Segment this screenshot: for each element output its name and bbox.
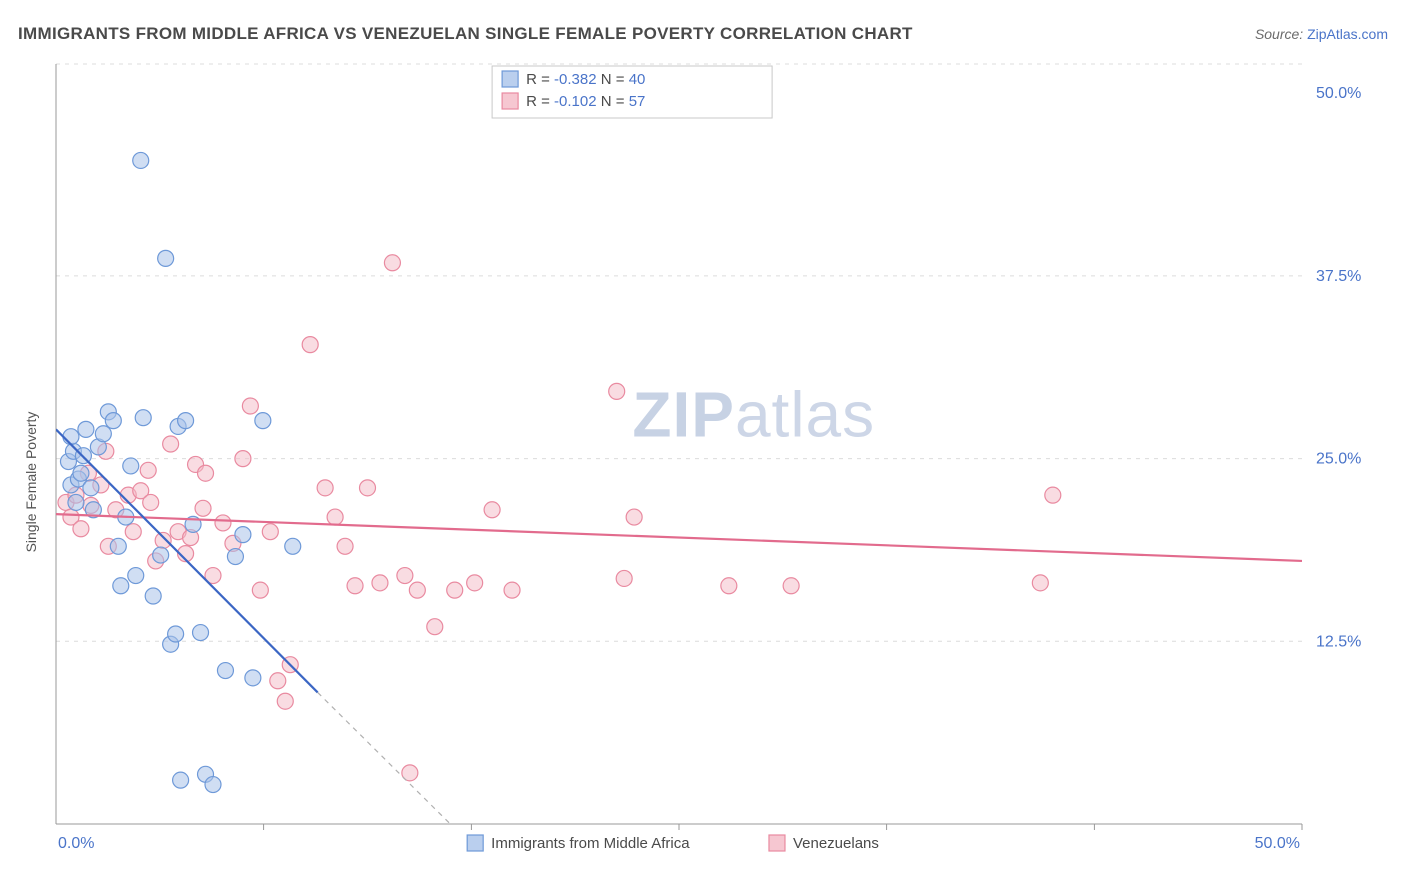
data-point bbox=[135, 410, 151, 426]
data-point bbox=[262, 524, 278, 540]
data-point bbox=[302, 337, 318, 353]
chart-container: 12.5% 25.0% 37.5% 50.0% 0.0% 50.0% Single Fema… bbox=[18, 58, 1388, 882]
data-point bbox=[168, 626, 184, 642]
source-label: Source: bbox=[1255, 26, 1303, 42]
data-point bbox=[178, 413, 194, 429]
data-point bbox=[217, 663, 233, 679]
data-point bbox=[235, 451, 251, 467]
data-point bbox=[123, 458, 139, 474]
legend-stats-row: R = -0.102 N = 57 bbox=[526, 93, 645, 110]
data-point bbox=[242, 398, 258, 414]
data-point bbox=[125, 524, 141, 540]
y-tick-label: 25.0% bbox=[1316, 451, 1361, 468]
data-point bbox=[397, 568, 413, 584]
data-point bbox=[360, 480, 376, 496]
data-point bbox=[609, 383, 625, 399]
data-point bbox=[235, 527, 251, 543]
data-point bbox=[783, 578, 799, 594]
data-point bbox=[255, 413, 271, 429]
x-tick-label: 50.0% bbox=[1255, 835, 1300, 852]
source-attribution: Source: ZipAtlas.com bbox=[1255, 26, 1388, 42]
data-point bbox=[252, 582, 268, 598]
legend-swatch bbox=[467, 835, 483, 851]
data-point bbox=[721, 578, 737, 594]
data-point bbox=[95, 426, 111, 442]
regression-line-blue-dash bbox=[318, 692, 455, 828]
data-point bbox=[68, 494, 84, 510]
y-axis-title: Single Female Poverty bbox=[23, 412, 39, 553]
data-point bbox=[626, 509, 642, 525]
data-point bbox=[198, 465, 214, 481]
data-point bbox=[195, 500, 211, 516]
data-point bbox=[73, 521, 89, 537]
data-point bbox=[270, 673, 286, 689]
data-point bbox=[83, 480, 99, 496]
data-point bbox=[1045, 487, 1061, 503]
data-point bbox=[1032, 575, 1048, 591]
data-point bbox=[140, 462, 156, 478]
data-point bbox=[173, 772, 189, 788]
data-point bbox=[143, 494, 159, 510]
data-point bbox=[163, 436, 179, 452]
data-point bbox=[616, 570, 632, 586]
data-point bbox=[285, 538, 301, 554]
data-point bbox=[327, 509, 343, 525]
data-point bbox=[78, 421, 94, 437]
legend-swatch bbox=[502, 71, 518, 87]
y-tick-label: 50.0% bbox=[1316, 85, 1361, 102]
legend-swatch bbox=[502, 93, 518, 109]
data-point bbox=[158, 250, 174, 266]
data-point bbox=[105, 413, 121, 429]
data-point bbox=[427, 619, 443, 635]
y-tick-label: 12.5% bbox=[1316, 633, 1361, 650]
chart-title: IMMIGRANTS FROM MIDDLE AFRICA VS VENEZUE… bbox=[18, 24, 913, 43]
legend-swatch bbox=[769, 835, 785, 851]
legend-stats-row: R = -0.382 N = 40 bbox=[526, 71, 645, 88]
data-point bbox=[467, 575, 483, 591]
data-point bbox=[145, 588, 161, 604]
data-point bbox=[409, 582, 425, 598]
data-point bbox=[110, 538, 126, 554]
data-point bbox=[113, 578, 129, 594]
legend-series-label: Immigrants from Middle Africa bbox=[491, 835, 690, 852]
series-pink bbox=[58, 255, 1061, 781]
regression-line-blue bbox=[56, 429, 318, 692]
data-point bbox=[372, 575, 388, 591]
watermark: ZIPatlas bbox=[632, 378, 875, 450]
data-point bbox=[153, 547, 169, 563]
data-point bbox=[128, 568, 144, 584]
x-tick-label: 0.0% bbox=[58, 835, 94, 852]
data-point bbox=[193, 625, 209, 641]
data-point bbox=[245, 670, 261, 686]
data-point bbox=[504, 582, 520, 598]
data-point bbox=[317, 480, 333, 496]
data-point bbox=[133, 152, 149, 168]
data-point bbox=[227, 549, 243, 565]
data-point bbox=[277, 693, 293, 709]
data-point bbox=[215, 515, 231, 531]
data-point bbox=[347, 578, 363, 594]
data-point bbox=[447, 582, 463, 598]
data-point bbox=[205, 777, 221, 793]
source-link[interactable]: ZipAtlas.com bbox=[1307, 26, 1388, 42]
data-point bbox=[73, 465, 89, 481]
legend-series-label: Venezuelans bbox=[793, 835, 879, 852]
data-point bbox=[63, 429, 79, 445]
scatter-chart: 12.5% 25.0% 37.5% 50.0% 0.0% 50.0% Single Fema… bbox=[18, 58, 1388, 882]
data-point bbox=[155, 532, 171, 548]
data-point bbox=[337, 538, 353, 554]
data-point bbox=[384, 255, 400, 271]
data-point bbox=[484, 502, 500, 518]
y-tick-label: 37.5% bbox=[1316, 268, 1361, 285]
